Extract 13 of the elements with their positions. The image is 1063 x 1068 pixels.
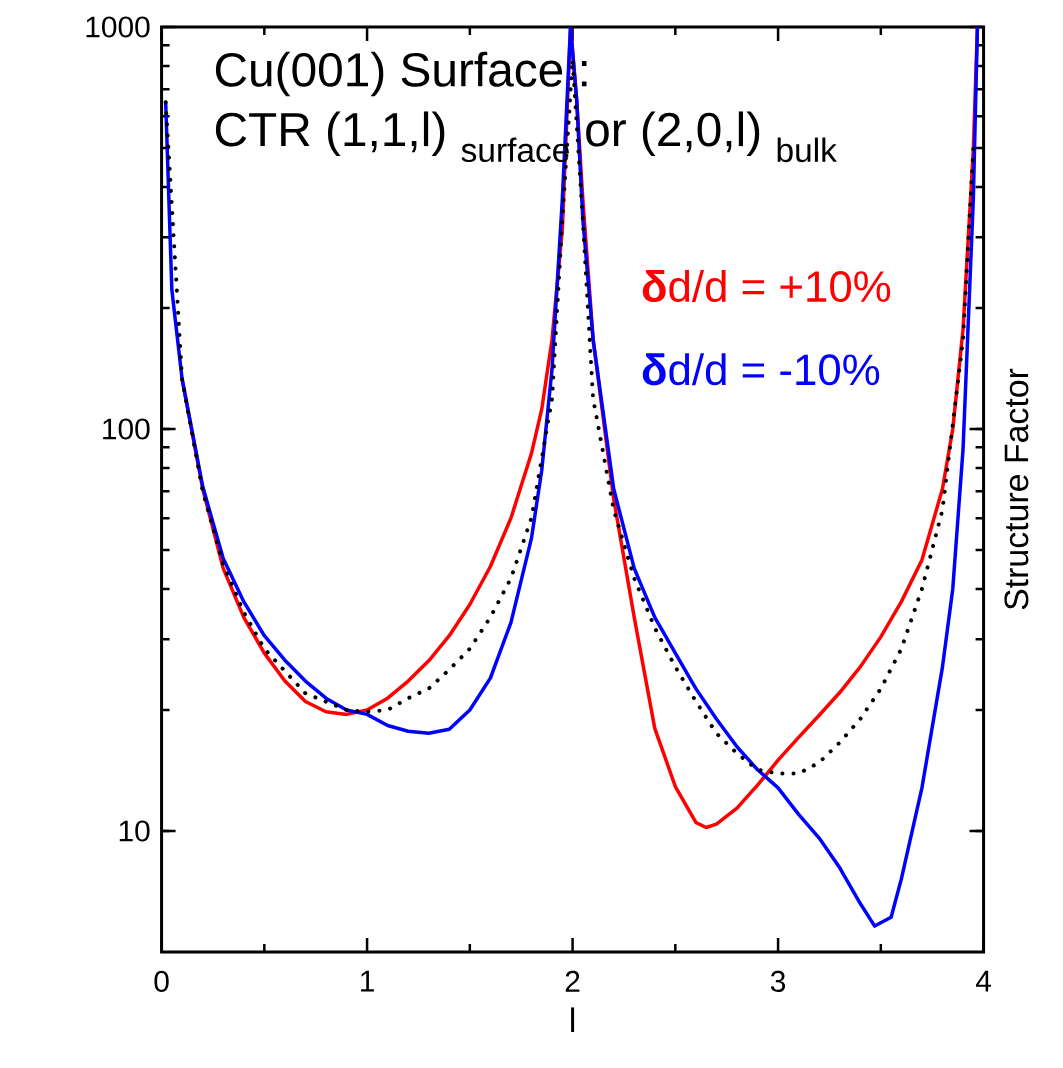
series-label: δd/d = -10% xyxy=(643,353,880,386)
x-tick-label: 3 xyxy=(771,970,786,992)
x-tick-label: 0 xyxy=(154,970,169,992)
x-tick-label: 1 xyxy=(361,970,375,992)
y-tick-label: 1000 xyxy=(86,16,150,38)
y-axis-title: Structure Factor xyxy=(1004,368,1029,610)
x-tick-label: 4 xyxy=(976,970,992,992)
x-axis-title: l xyxy=(571,1007,575,1032)
series-label: δd/d = +10% xyxy=(643,269,891,303)
x-tick-label: 2 xyxy=(565,970,580,992)
y-tick-label: 100 xyxy=(103,418,150,440)
y-tick-label: 10 xyxy=(120,820,150,842)
chart-title: Cu(001) Surface : xyxy=(216,51,587,97)
